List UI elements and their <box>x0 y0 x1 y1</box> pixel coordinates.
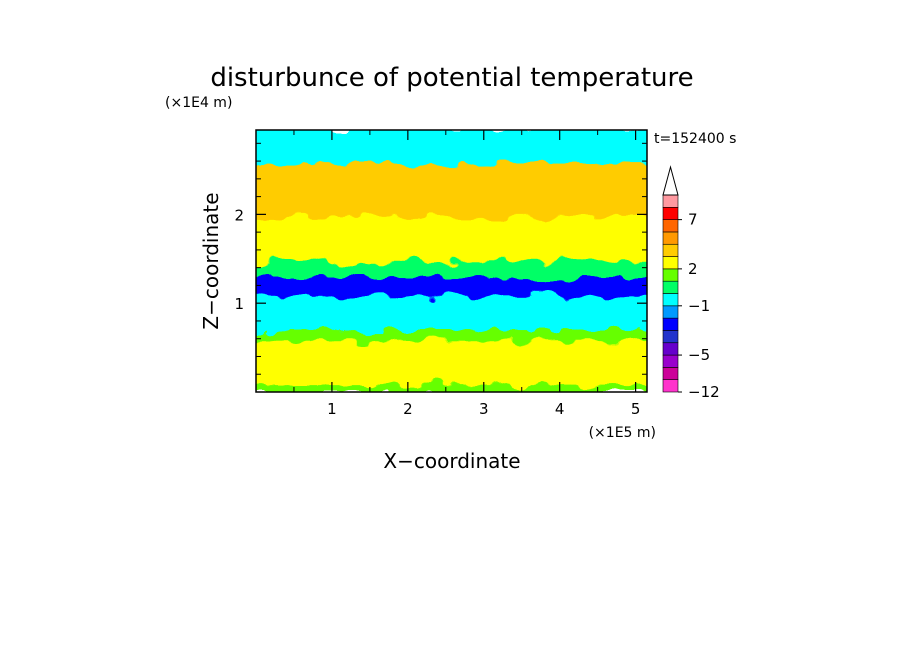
y-tick-label: 2 <box>234 206 244 224</box>
colorbar-swatch <box>662 354 679 368</box>
heatmap-band-0 <box>256 381 647 392</box>
chart-title: disturbunce of potential temperature <box>210 63 693 93</box>
colorbar-swatch <box>662 194 679 208</box>
colorbar-swatch <box>662 219 679 233</box>
x-scale-label: (×1E5 m) <box>589 425 656 441</box>
colorbar-tick-label: −12 <box>688 383 720 401</box>
colorbar-tick-label: 7 <box>688 211 698 229</box>
colorbar-swatch <box>662 231 679 245</box>
colorbar-swatch <box>662 256 679 270</box>
heatmap-band-5 <box>256 256 647 279</box>
heatmap-band-6 <box>256 212 647 261</box>
colorbar-swatch <box>662 379 679 393</box>
colorbar-swatch <box>662 317 679 331</box>
colorbar-swatch <box>662 268 679 282</box>
y-tick-label: 1 <box>234 295 244 313</box>
colorbar-swatch <box>662 305 679 319</box>
colorbar-swatch <box>662 330 679 344</box>
heatmap-band-3 <box>256 292 647 331</box>
colorbar-swatch <box>662 293 679 307</box>
heatmap-band-7 <box>256 159 647 217</box>
heatmap-band-1 <box>256 336 647 386</box>
colorbar-tick-label: −1 <box>688 297 710 315</box>
colorbar-swatch <box>662 207 679 220</box>
plot-frame <box>255 129 648 393</box>
heatmap-band-8 <box>256 130 647 164</box>
x-tick-label: 5 <box>631 400 641 418</box>
colorbar-swatch <box>662 243 679 257</box>
colorbar-tick-label: 2 <box>688 260 698 278</box>
colorbar-swatch <box>662 342 679 356</box>
colorbar: −12−5−127 <box>662 165 720 401</box>
heatmap <box>256 130 647 392</box>
y-scale-label: (×1E4 m) <box>165 95 232 111</box>
heatmap-field <box>256 130 647 392</box>
colorbar-tick-label: −5 <box>688 346 710 364</box>
y-axis-label: Z−coordinate <box>199 192 223 329</box>
colorbar-extend-arrow <box>662 165 679 196</box>
colorbar-swatch <box>662 280 679 294</box>
x-tick-label: 3 <box>479 400 489 418</box>
heatmap-band-4 <box>256 274 647 297</box>
x-tick-label: 2 <box>403 400 413 418</box>
x-axis: 1 2 3 4 5 <box>293 130 641 418</box>
x-tick-label: 4 <box>555 400 565 418</box>
colorbar-swatch <box>662 367 679 380</box>
time-label: t=152400 s <box>654 131 736 147</box>
x-tick-label: 1 <box>327 400 337 418</box>
y-axis: 12 <box>234 142 647 375</box>
x-axis-label: X−coordinate <box>383 449 520 473</box>
